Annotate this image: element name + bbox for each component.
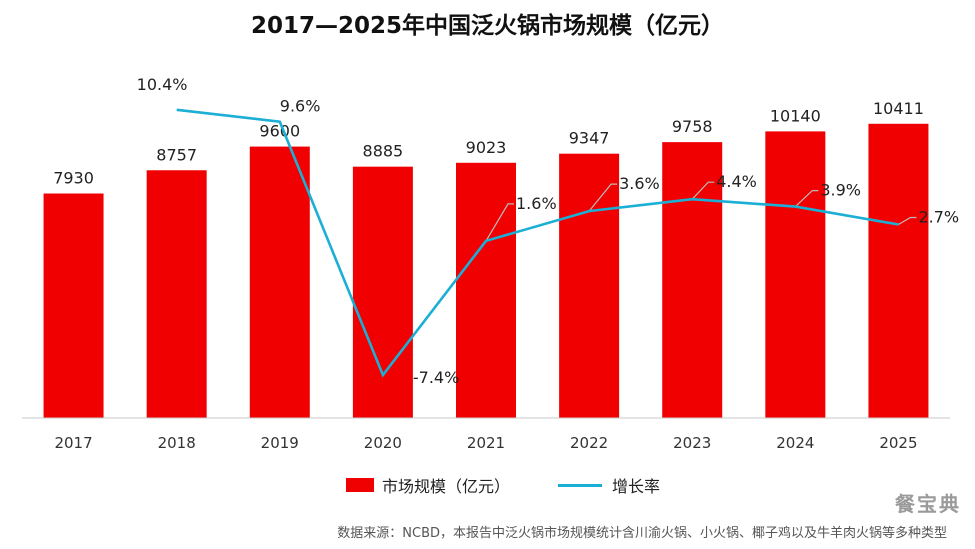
legend: 市场规模（亿元） 增长率: [346, 474, 708, 496]
bar-2019: [249, 146, 310, 418]
x-tick-2020: 2020: [364, 434, 402, 452]
rate-callout-2025: [898, 216, 917, 226]
chart-title: 2017—2025年中国泛火锅市场规模（亿元）: [250, 13, 725, 39]
bar-2017: [43, 193, 104, 418]
legend-item-growth-rate: 增长率: [558, 473, 660, 497]
legend-swatch-bar: [346, 478, 374, 492]
rate-label-2018: 10.4%: [137, 75, 188, 94]
rate-label-2020: -7.4%: [413, 368, 459, 387]
rate-callout-2024: [794, 190, 819, 208]
x-tick-2023: 2023: [673, 434, 711, 452]
x-tick-2025: 2025: [879, 434, 917, 452]
legend-item-market-size: 市场规模（亿元）: [346, 473, 510, 497]
bar-2018: [146, 170, 207, 418]
x-tick-2022: 2022: [570, 434, 608, 452]
rate-label-2022: 3.6%: [619, 174, 660, 193]
rate-callout-2023: [691, 181, 715, 200]
rate-label-2019: 9.6%: [280, 97, 321, 116]
rate-callout-2021: [485, 203, 514, 242]
brand-logo: 餐宝典: [895, 492, 961, 516]
x-tick-2021: 2021: [467, 434, 505, 452]
bar-2021: [456, 162, 516, 418]
bar-value-label-2025: 10411: [873, 99, 924, 118]
x-tick-2019: 2019: [261, 434, 299, 452]
bar-2023: [662, 142, 723, 419]
bar-value-label-2024: 10140: [770, 106, 821, 125]
bar-value-label-2017: 7930: [53, 169, 94, 188]
legend-swatch-line: [558, 483, 603, 487]
bar-2022: [559, 153, 620, 418]
bar-value-label-2020: 8885: [363, 142, 404, 161]
rate-callout-2022: [588, 183, 618, 212]
rate-label-2024: 3.9%: [820, 181, 861, 200]
bar-value-label-2019: 9600: [259, 122, 300, 141]
growth-rate-line: [176, 108, 899, 378]
bar-2024: [765, 131, 826, 419]
source-note: 数据来源：NCBD，本报告中泛火锅市场规模统计含川渝火锅、小火锅、椰子鸡以及牛羊…: [337, 526, 947, 541]
x-tick-2024: 2024: [776, 434, 814, 452]
bar-2025: [868, 123, 929, 418]
bar-value-label-2021: 9023: [466, 138, 507, 157]
rate-label-2025: 2.7%: [918, 208, 959, 227]
x-tick-2017: 2017: [54, 434, 92, 452]
rate-label-2023: 4.4%: [716, 172, 757, 191]
bar-2020: [352, 166, 413, 418]
x-tick-2018: 2018: [158, 434, 196, 452]
legend-label-market-size: 市场规模（亿元）: [382, 477, 511, 496]
rate-label-2021: 1.6%: [516, 194, 557, 213]
bar-value-label-2023: 9758: [672, 117, 713, 136]
bar-value-label-2022: 9347: [569, 129, 610, 148]
legend-label-growth-rate: 增长率: [612, 477, 661, 496]
bar-value-label-2018: 8757: [156, 145, 197, 164]
